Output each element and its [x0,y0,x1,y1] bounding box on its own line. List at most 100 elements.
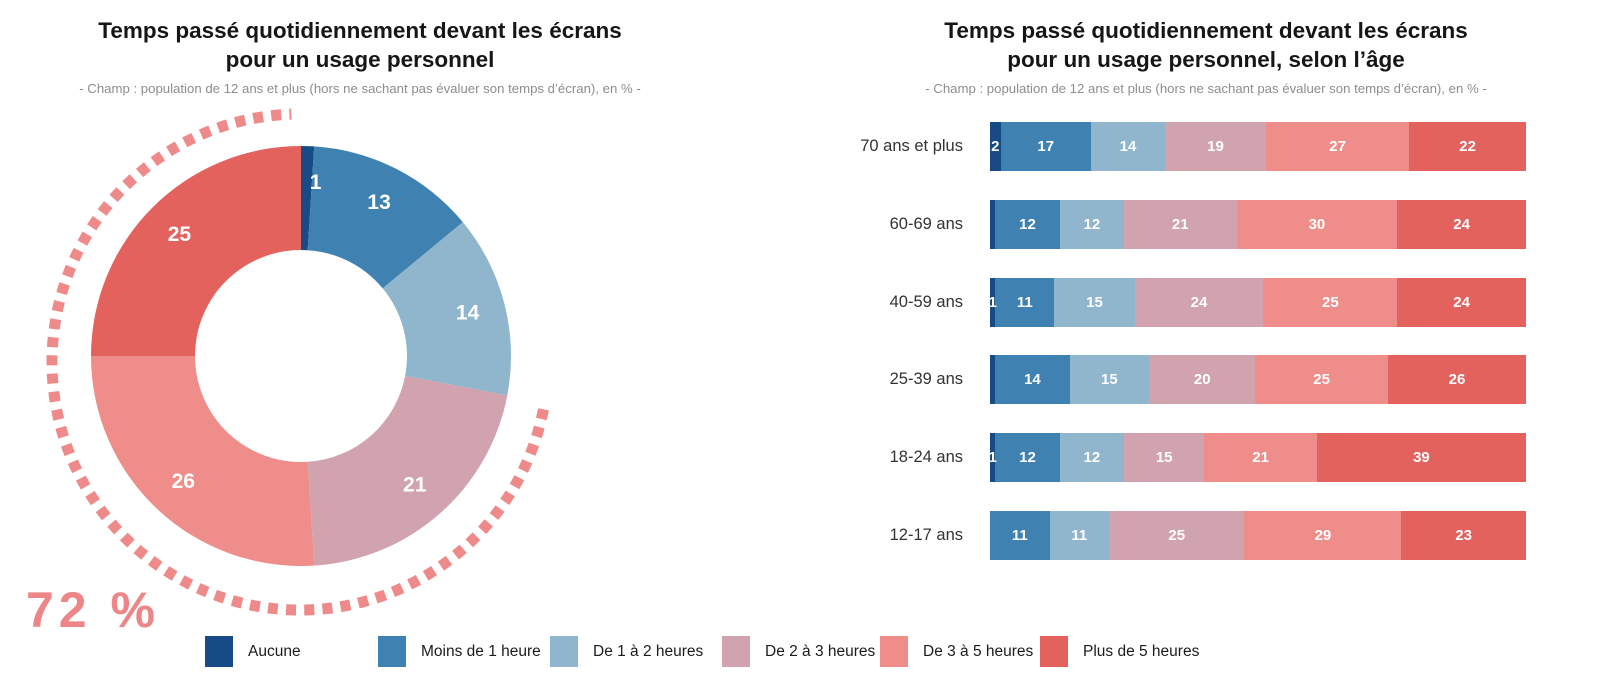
bar-segment: 30 [1236,200,1398,249]
bar-value-label: 12 [1083,449,1101,466]
bar-segment: 11 [1049,511,1110,560]
bar-segment: 1 [988,433,997,482]
bar-value-label: 25 [1168,527,1186,544]
age-row: 12-17 ans 11 11 25 29 23 [846,511,1526,560]
age-chart-title-line1: Temps passé quotidiennement devant les é… [944,18,1468,43]
bar-value-label: 2 [991,138,1000,155]
bar-value-label: 11 [1011,527,1028,544]
bar-segment: 12 [995,200,1060,249]
bar-value-label: 15 [1086,294,1103,311]
bar-segment: 15 [1123,433,1205,482]
bar-value-label: 12 [1019,216,1036,233]
legend-item: De 1 à 2 heures [550,636,703,667]
legend-swatch-icon [1040,636,1068,667]
bar-value-label: 22 [1459,138,1476,155]
bar-segment: 20 [1149,355,1256,404]
donut-value-label: 14 [456,302,480,325]
stacked-bar: 12 12 21 30 24 [990,200,1526,249]
age-group-label: 12-17 ans [889,526,963,544]
bar-segment: 2 [990,122,1001,171]
age-chart-title: Temps passé quotidiennement devant les é… [846,16,1566,74]
age-chart-title-line2: pour un usage personnel, selon l’âge [1007,47,1405,72]
age-group-label: 40-59 ans [889,293,963,311]
bar-value-label: 11 [1016,294,1033,311]
age-group-label: 18-24 ans [889,448,963,466]
legend-label: Plus de 5 heures [1083,642,1200,660]
bar-value-label: 14 [1024,371,1041,388]
bar-segment: 11 [990,511,1050,560]
bar-segment: 1 [989,278,997,327]
legend-item: Moins de 1 heure [378,636,541,667]
donut-chart-title-line2: pour un usage personnel [225,47,495,72]
legend-label: De 1 à 2 heures [593,642,704,660]
bar-segment: 39 [1316,433,1526,482]
age-stacked-bar-chart: 70 ans et plus 2 17 14 19 27 22 60-69 ans 12 12 21… [846,0,1621,691]
bar-value-label: 30 [1308,216,1326,233]
bar-value-label: 26 [1448,371,1466,388]
bar-segment: 24 [1397,200,1526,249]
donut-value-label: 21 [403,474,427,497]
bar-segment: 14 [995,355,1070,404]
donut-value-label: 13 [367,191,390,214]
bar-value-label: 14 [1119,138,1137,155]
stacked-bar: 1 12 12 15 21 39 [988,433,1526,482]
bar-value-label: 12 [1019,449,1036,466]
legend-item: De 2 à 3 heures [722,636,875,667]
bar-segment: 11 [995,278,1055,327]
legend-label: De 3 à 5 heures [923,642,1034,660]
donut-chart-subtitle: - Champ : population de 12 ans et plus (… [79,81,641,96]
age-row: 40-59 ans 1 11 15 24 25 24 [846,278,1526,327]
bar-segment: 29 [1244,511,1402,560]
bar-value-label: 21 [1171,216,1189,233]
bar-value-label: 1 [988,449,997,466]
bar-value-label: 12 [1083,216,1101,233]
bar-segment: 24 [1397,278,1526,327]
bar-value-label: 17 [1037,138,1055,155]
bar-segment [990,200,996,249]
stacked-bar: 2 17 14 19 27 22 [990,122,1526,171]
donut-chart: 1 13 14 21 26 25 [46,108,549,616]
bar-segment: 25 [1255,355,1388,404]
bar-value-label: 23 [1455,527,1473,544]
bar-value-label: 24 [1190,294,1208,311]
bar-segment: 19 [1165,122,1266,171]
legend-swatch-icon [205,636,233,667]
donut-segment-6 [91,146,301,356]
bar-segment: 17 [1000,122,1091,171]
donut-chart-title: Temps passé quotidiennement devant les é… [0,16,720,74]
donut-value-label: 1 [310,171,322,194]
legend-item: Aucune [205,636,301,667]
legend-swatch-icon [550,636,578,667]
age-row: 60-69 ans 12 12 21 30 24 [846,200,1526,249]
legend-item: Plus de 5 heures [1040,636,1199,667]
age-row: 25-39 ans 14 15 20 25 26 [846,355,1526,404]
stacked-bar: 14 15 20 25 26 [990,355,1526,404]
bar-segment: 22 [1409,122,1526,171]
stacked-bar: 1 11 15 24 25 24 [989,278,1526,327]
bar-segment: 21 [1204,433,1317,482]
legend-item: De 3 à 5 heures [880,636,1033,667]
bar-segment: 25 [1263,278,1398,327]
bar-segment: 12 [1059,200,1124,249]
legend-swatch-icon [880,636,908,667]
age-group-label: 70 ans et plus [860,137,963,155]
bar-value-label: 20 [1193,371,1211,388]
bar-segment: 12 [1059,433,1124,482]
donut-value-label: 26 [172,470,195,493]
bar-segment: 15 [1069,355,1150,404]
donut-value-label: 25 [168,223,192,246]
legend-label: Aucune [248,642,301,660]
age-group-label: 60-69 ans [889,215,963,233]
legend-swatch-icon [378,636,406,667]
bar-segment: 26 [1387,355,1526,404]
dotted-arc-72-percent [46,108,549,616]
bar-segment: 14 [1090,122,1166,171]
donut-segment-4 [307,375,508,566]
donut-segment-2 [307,146,463,289]
legend-swatch-icon [722,636,750,667]
bar-value-label: 39 [1413,449,1430,466]
bar-value-label: 25 [1313,371,1330,388]
bar-segment [990,355,996,404]
bar-segment: 24 [1134,278,1264,327]
